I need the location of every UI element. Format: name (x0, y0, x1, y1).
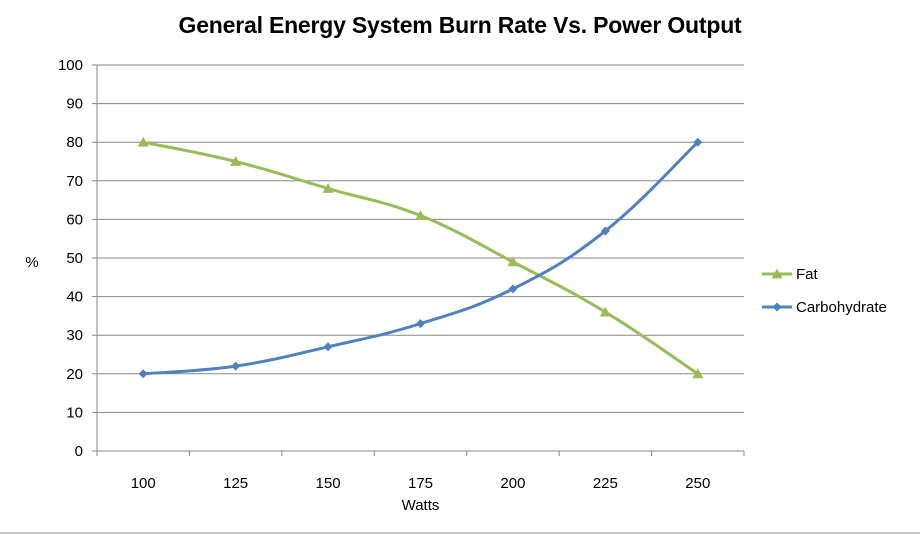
y-tick-label: 70 (66, 173, 83, 190)
legend-marker (772, 302, 782, 312)
x-tick-label: 100 (131, 475, 156, 492)
legend-marker (771, 268, 783, 279)
y-tick-labels: 0 10 20 30 40 50 60 70 80 90 100 (58, 57, 83, 460)
data-point (692, 368, 704, 379)
data-point (231, 361, 241, 371)
chart-title: General Energy System Burn Rate Vs. Powe… (178, 12, 742, 38)
y-tick-label: 50 (66, 250, 83, 267)
y-tick-label: 20 (66, 366, 83, 383)
data-point (138, 369, 148, 379)
data-point (230, 156, 242, 166)
y-tick-label: 80 (66, 134, 83, 151)
y-tick-label: 30 (66, 327, 83, 344)
y-tick-label: 60 (66, 211, 83, 228)
y-tick-label: 100 (58, 57, 83, 74)
data-point (507, 256, 519, 267)
series-fat (137, 136, 704, 379)
data-point (137, 136, 149, 147)
data-point (415, 210, 426, 220)
y-tick-label: 40 (66, 289, 83, 306)
data-point (508, 284, 518, 294)
data-point (693, 137, 703, 147)
gridlines (92, 64, 745, 456)
legend-label: Carbohydrate (796, 299, 887, 316)
y-tick-label: 10 (66, 404, 83, 421)
x-tick-label: 250 (685, 475, 710, 492)
x-tick-labels: 100 125 150 175 200 225 250 (131, 475, 711, 492)
y-tick-label: 90 (66, 96, 83, 113)
series-layer (137, 136, 704, 379)
data-point (323, 342, 333, 352)
x-tick-label: 150 (316, 475, 341, 492)
data-point (322, 183, 334, 193)
y-tick-label: 0 (75, 443, 83, 460)
x-tick-label: 225 (593, 475, 618, 492)
x-tick-label: 175 (408, 475, 433, 492)
y-axis-label: % (25, 254, 38, 271)
x-tick-label: 125 (223, 475, 248, 492)
data-point (416, 319, 425, 329)
data-point (599, 306, 611, 317)
x-axis-label: Watts (402, 497, 440, 514)
legend: Fat Carbohydrate (762, 266, 887, 316)
data-point (600, 226, 610, 236)
series-carbohydrate (138, 137, 703, 379)
legend-label: Fat (796, 266, 819, 283)
x-tick-label: 200 (500, 475, 525, 492)
